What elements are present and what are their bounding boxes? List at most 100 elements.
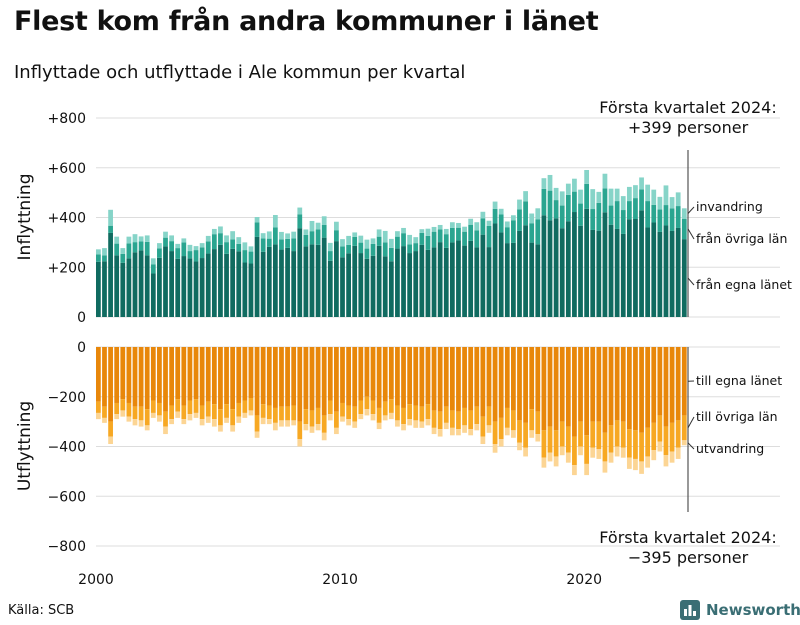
legend-label: till egna länet xyxy=(696,373,782,388)
in-bar xyxy=(602,188,608,213)
out-bar xyxy=(340,347,345,403)
out-bar xyxy=(468,429,474,436)
in-bar xyxy=(498,208,504,215)
in-bar xyxy=(504,227,510,244)
out-bar xyxy=(596,347,602,422)
in-bar xyxy=(96,254,101,262)
out-bar xyxy=(437,429,443,437)
in-bar xyxy=(309,220,315,232)
in-bar xyxy=(651,189,657,205)
in-bar xyxy=(675,192,681,207)
in-bar xyxy=(340,257,345,317)
annotation-value: −395 personer xyxy=(628,548,749,567)
out-bar xyxy=(114,347,120,403)
out-bar xyxy=(138,347,144,407)
in-bar xyxy=(382,242,388,257)
legend-leader xyxy=(687,277,695,286)
in-bar xyxy=(108,225,113,233)
out-bar xyxy=(474,347,480,407)
in-bar xyxy=(382,256,388,317)
in-bar xyxy=(468,240,474,317)
in-bar xyxy=(431,247,437,317)
y-tick-label: −400 xyxy=(48,440,86,456)
out-bar xyxy=(456,347,461,412)
in-bar xyxy=(321,216,327,225)
in-bar xyxy=(144,255,150,317)
in-bar xyxy=(529,223,535,243)
out-bar xyxy=(364,347,370,397)
out-bar xyxy=(498,347,504,418)
out-bar xyxy=(144,425,150,431)
out-bar xyxy=(437,347,443,412)
out-bar xyxy=(242,347,248,401)
out-bar xyxy=(279,406,284,421)
in-bar xyxy=(126,236,132,244)
out-bar xyxy=(334,347,339,412)
in-bar xyxy=(443,228,449,235)
in-bar xyxy=(486,220,492,226)
in-bar xyxy=(559,191,565,206)
x-tick-label: 2020 xyxy=(566,572,602,588)
out-bar xyxy=(547,452,553,462)
in-bar xyxy=(254,236,260,317)
in-bar xyxy=(309,231,315,245)
in-bar xyxy=(303,246,309,317)
out-bar xyxy=(511,347,516,411)
in-bar xyxy=(181,238,187,243)
in-bar xyxy=(431,231,437,248)
out-bar xyxy=(480,347,486,417)
out-bar xyxy=(572,436,577,466)
out-bar xyxy=(175,399,181,412)
out-bar xyxy=(419,421,425,428)
out-bar xyxy=(645,456,651,468)
in-bar xyxy=(523,201,528,226)
chart-title: Flest kom från andra kommuner i länet xyxy=(14,6,599,37)
in-bar xyxy=(108,232,113,317)
out-bar xyxy=(376,407,382,423)
brand-logo[interactable]: Newsworthy xyxy=(680,600,800,620)
legend-label: till övriga län xyxy=(696,409,778,424)
out-bar xyxy=(352,406,358,422)
out-bar xyxy=(523,447,528,457)
out-bar xyxy=(370,400,376,415)
in-bar xyxy=(297,214,303,229)
out-bar xyxy=(382,415,388,421)
out-bar xyxy=(285,420,290,427)
out-bar xyxy=(413,347,419,406)
out-bar xyxy=(334,411,339,428)
in-bar xyxy=(547,220,553,317)
in-bar xyxy=(437,224,443,230)
out-bar xyxy=(120,347,126,400)
in-bar xyxy=(266,246,272,317)
out-bar xyxy=(517,347,522,421)
out-bar xyxy=(437,411,443,430)
in-bar xyxy=(157,243,162,249)
in-bar xyxy=(608,224,614,317)
out-bar xyxy=(474,406,480,425)
in-bar xyxy=(639,189,644,211)
in-bar xyxy=(382,230,388,243)
in-bar xyxy=(602,212,608,317)
out-bar xyxy=(340,402,345,417)
out-bar xyxy=(633,430,638,459)
out-bar xyxy=(272,407,278,423)
in-bar xyxy=(224,242,229,254)
in-bar xyxy=(492,208,498,224)
in-bar xyxy=(614,228,620,317)
in-bar xyxy=(352,232,358,237)
in-bar xyxy=(559,205,565,229)
in-bar xyxy=(224,253,229,317)
in-bar xyxy=(114,255,120,317)
out-bar xyxy=(401,424,406,431)
out-bar xyxy=(181,419,187,425)
in-bar xyxy=(358,235,364,243)
in-bar xyxy=(211,249,217,317)
out-bar xyxy=(370,414,376,421)
in-bar xyxy=(327,242,333,252)
in-bar xyxy=(468,224,474,241)
in-bar xyxy=(407,253,413,317)
out-bar xyxy=(376,422,382,430)
out-bar xyxy=(120,399,126,411)
in-bar xyxy=(358,253,364,317)
in-bar xyxy=(279,249,284,317)
